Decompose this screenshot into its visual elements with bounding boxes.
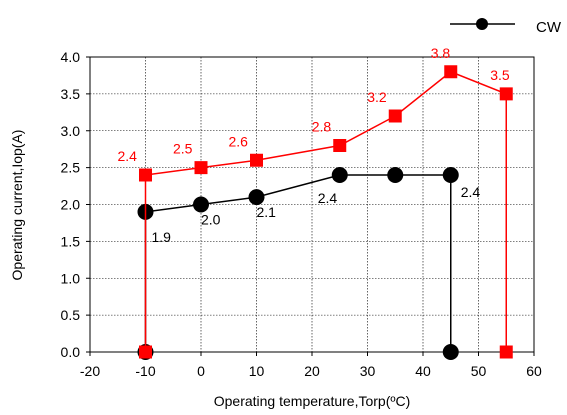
series-0-data-label: 1.9: [152, 229, 172, 245]
x-tick-label: -20: [80, 363, 100, 379]
legend: CW: [450, 18, 562, 36]
series-1-data-label: 2.8: [312, 119, 332, 135]
y-tick-label: 2.5: [61, 160, 81, 176]
legend-entry-cw: CW: [536, 19, 562, 36]
series-0-point: [442, 167, 459, 183]
x-axis-label: Operating temperature,Torp(ºC): [214, 393, 411, 409]
legend-marker: [476, 18, 488, 30]
series-0-data-label: 2.1: [257, 204, 277, 220]
series-1-point: [139, 168, 152, 182]
series-1-data-label: 3.8: [431, 45, 451, 61]
series-1-point: [444, 65, 458, 79]
series-0-point: [193, 196, 209, 213]
series-1-point: [194, 161, 208, 175]
series-0-point: [248, 189, 265, 206]
x-tick-label: 20: [304, 363, 320, 379]
x-tick-label: 0: [197, 363, 205, 379]
x-tick-label: -10: [135, 363, 155, 379]
series-1-point: [333, 139, 347, 152]
series-1-point: [388, 109, 402, 123]
series-1-data-label: 2.5: [173, 141, 193, 157]
x-tick-label: 60: [526, 363, 542, 379]
series-0-line: [144, 174, 452, 352]
series-0-data-label: 2.4: [461, 184, 481, 200]
x-tick-label: 10: [249, 363, 265, 379]
series-1-data-label: 2.4: [118, 148, 138, 164]
y-tick-label: 3.5: [61, 86, 81, 102]
series-0-point: [331, 167, 348, 183]
series-1-point: [139, 345, 152, 359]
series-0-data-label: 2.4: [318, 190, 338, 206]
y-tick-label: 0.5: [61, 307, 81, 323]
y-tick-label: 1.5: [61, 233, 81, 249]
y-axis-label: Operating current,Iop(A): [9, 130, 25, 281]
y-tick-label: 3.0: [61, 123, 81, 139]
series-1-data-label: 3.5: [490, 67, 510, 83]
y-tick-label: 2.0: [61, 197, 81, 213]
x-tick-label: 40: [415, 363, 431, 379]
series-1-point: [250, 153, 263, 167]
series-layer: [137, 65, 513, 360]
y-axis-ticks: 0.0 0.5 1.0 1.5 2.0 2.5 3.0 3.5 4.0: [61, 49, 90, 360]
data-labels-layer: 1.9 2.0 2.1 2.4 2.4 2.4 2.5 2.6 2.8 3.2 3.8 3.5: [118, 45, 510, 245]
series-0-data-label: 2.0: [201, 212, 221, 228]
x-tick-label: 30: [360, 363, 376, 379]
y-tick-label: 0.0: [61, 344, 81, 360]
x-axis-ticks: -20 -10 0 10 20 30 40 50 60: [80, 352, 542, 379]
series-0-point: [387, 167, 404, 183]
y-tick-label: 4.0: [61, 49, 81, 65]
x-tick-label: 50: [471, 363, 487, 379]
y-tick-label: 1.0: [61, 270, 81, 286]
series-1-point: [499, 87, 513, 101]
series-1-point: [499, 345, 513, 359]
series-0-point: [442, 344, 459, 360]
series-1-data-label: 3.2: [367, 89, 387, 105]
series-1-data-label: 2.6: [229, 133, 249, 149]
